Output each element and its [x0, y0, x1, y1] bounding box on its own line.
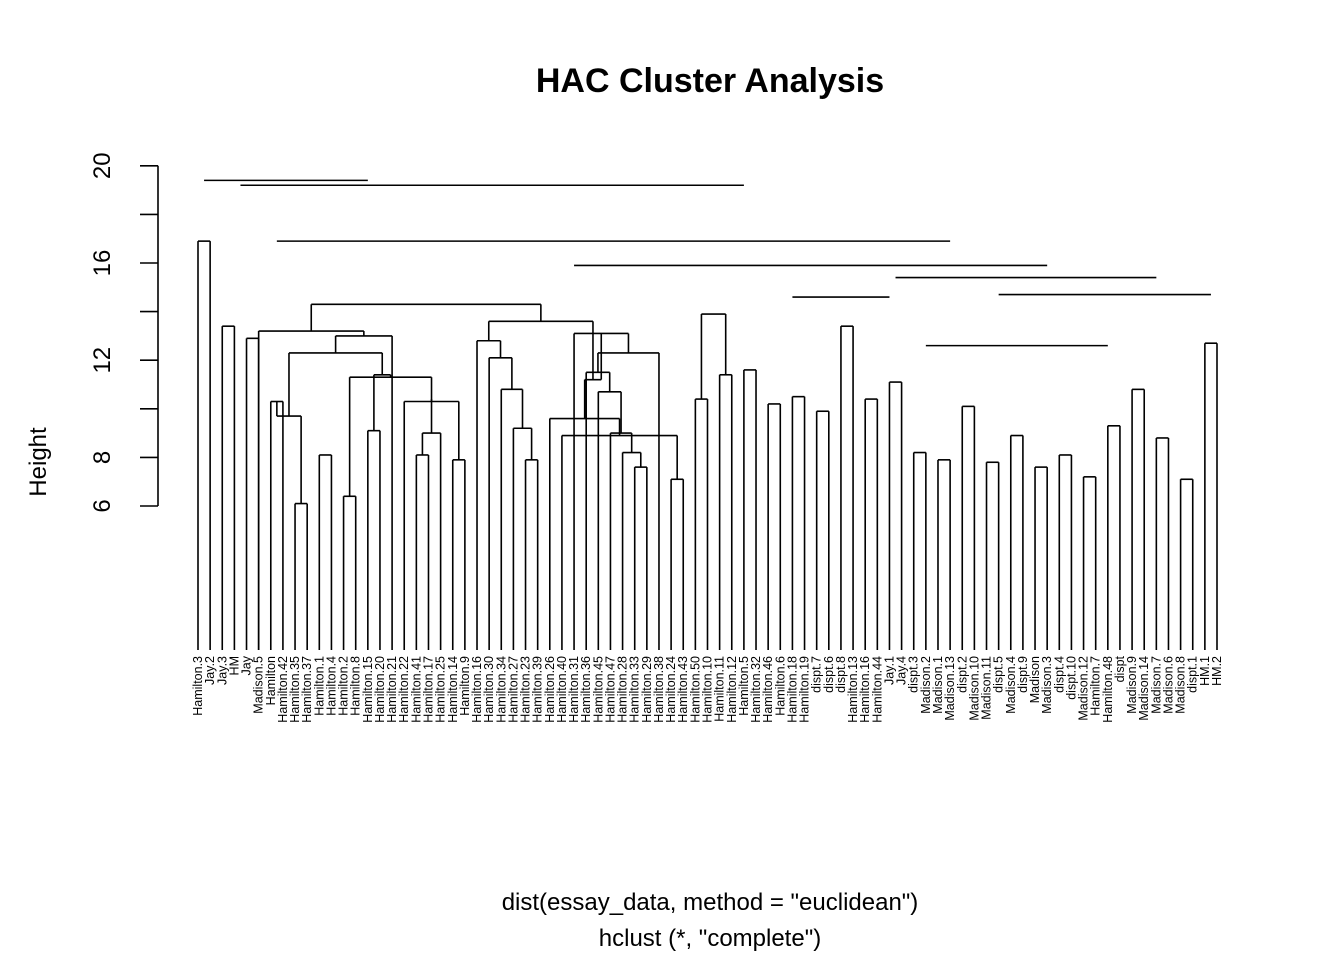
leaf-label: Hamilton.5: [737, 656, 751, 716]
leaf-label: Hamilton.47: [603, 656, 617, 723]
leaf-label: dispt.7: [810, 656, 824, 693]
leaf-label: Madison.9: [1125, 656, 1139, 714]
leaf-label: Hamilton.48: [1101, 656, 1115, 723]
leaf-label: Hamilton.28: [616, 656, 630, 723]
dendrogram-tree: [197, 179, 1218, 650]
leaf-label: Jay.4: [895, 656, 909, 685]
leaf-label: Madison.2: [919, 656, 933, 714]
leaf-label: Hamilton.4: [324, 656, 338, 716]
leaf-label: Madison: [1028, 656, 1042, 703]
leaf-label: Hamilton.11: [713, 656, 727, 722]
leaf-label: Hamilton.26: [543, 656, 557, 723]
y-axis: 6 8 12 16 20: [89, 152, 159, 513]
leaf-label: Madison.12: [1077, 656, 1091, 721]
leaf-label: Hamilton.17: [421, 656, 435, 723]
leaf-label: Hamilton.29: [640, 656, 654, 723]
leaf-label: dispt: [1113, 655, 1127, 682]
leaf-label: Hamilton.50: [688, 656, 702, 723]
leaf-label: Hamilton.39: [531, 656, 545, 723]
leaf-label: Jay: [240, 655, 254, 675]
leaf-label: dispt.5: [992, 656, 1006, 693]
leaf-label: Hamilton.14: [446, 656, 460, 723]
leaf-label: Hamilton.2: [337, 656, 351, 716]
leaf-label: Hamilton.34: [494, 656, 508, 723]
leaf-label: Hamilton.16: [858, 656, 872, 723]
leaf-label: Hamilton.16: [470, 656, 484, 723]
leaf-label: Madison.14: [1137, 656, 1151, 721]
leaf-label: Hamilton.19: [798, 656, 812, 723]
leaf-label: Hamilton.42: [276, 656, 290, 723]
y-tick-label: 12: [89, 347, 116, 374]
leaf-label: Hamilton.21: [385, 656, 399, 723]
leaf-label: Madison.4: [1004, 656, 1018, 714]
leaf-label: Madison.3: [1040, 656, 1054, 714]
leaf-label: Hamilton.12: [725, 656, 739, 723]
leaf-label: Hamilton.43: [676, 656, 690, 723]
leaf-label: Madison.7: [1149, 656, 1163, 714]
leaf-label: Madison.8: [1174, 656, 1188, 714]
leaf-label: HM.2: [1210, 656, 1224, 686]
leaf-label: Hamilton.41: [409, 656, 423, 723]
leaf-label: Madison.13: [943, 656, 957, 721]
leaf-label: HM: [227, 656, 241, 675]
leaf-label: Hamilton.44: [870, 656, 884, 723]
x-axis-label: dist(essay_data, method = "euclidean"): [502, 889, 919, 916]
leaf-label: dispt.9: [1016, 656, 1030, 693]
y-axis-label: Height: [25, 427, 52, 497]
leaf-label: Madison.1: [931, 656, 945, 714]
leaf-label: dispt.3: [907, 656, 921, 693]
leaf-label: Hamilton.45: [591, 656, 605, 723]
leaf-label: Hamilton: [264, 656, 278, 705]
y-tick-label: 6: [89, 499, 116, 512]
leaf-label: Jay.1: [882, 656, 896, 685]
leaf-label: dispt.2: [955, 656, 969, 693]
y-tick-label: 8: [89, 451, 116, 464]
leaf-label: Hamilton.38: [652, 656, 666, 723]
y-tick-label: 20: [89, 152, 116, 179]
leaf-label: Hamilton.32: [749, 656, 763, 723]
leaf-label: dispt.8: [834, 656, 848, 693]
leaf-label: dispt.1: [1186, 656, 1200, 693]
leaf-label: Hamilton.7: [1089, 656, 1103, 716]
leaf-label: Jay.3: [215, 656, 229, 685]
leaf-label: Hamilton.3: [191, 656, 205, 716]
leaf-label: Hamilton.40: [555, 656, 569, 723]
y-tick-label: 16: [89, 250, 116, 277]
chart-title: HAC Cluster Analysis: [536, 62, 884, 100]
leaf-label: dispt.10: [1064, 656, 1078, 700]
leaf-label: Hamilton.8: [349, 656, 363, 716]
leaf-label: Hamilton.18: [785, 656, 799, 723]
leaf-label: Madison.10: [967, 656, 981, 721]
leaf-label: Hamilton.15: [361, 656, 375, 723]
leaf-label: Hamilton.36: [579, 656, 593, 723]
leaf-label: Hamilton.1: [312, 656, 326, 716]
leaf-label: Hamilton.25: [434, 656, 448, 723]
leaf-label: Hamilton.30: [482, 656, 496, 723]
leaf-label: Hamilton.35: [288, 656, 302, 723]
leaf-label: Hamilton.10: [701, 656, 715, 723]
leaf-label: Hamilton.23: [519, 656, 533, 723]
leaf-label: Hamilton.37: [300, 656, 314, 723]
leaf-label: Hamilton.31: [567, 656, 581, 723]
method-subtitle: hclust (*, "complete"): [599, 925, 821, 952]
leaf-label: Hamilton.27: [506, 656, 520, 723]
leaf-label: Hamilton.13: [846, 656, 860, 723]
leaf-label: Hamilton.22: [397, 656, 411, 723]
leaf-label: Hamilton.9: [458, 656, 472, 716]
leaf-label: Jay.2: [203, 656, 217, 685]
leaf-label: Hamilton.46: [761, 656, 775, 723]
leaf-labels: Hamilton.3Jay.2Jay.3HMJayMadison.5Hamilt…: [191, 655, 1224, 722]
leaf-label: dispt.4: [1052, 656, 1066, 693]
leaf-label: Madison.11: [980, 656, 994, 720]
leaf-label: Hamilton.33: [628, 656, 642, 723]
leaf-label: Hamilton.20: [373, 656, 387, 723]
leaf-label: HM.1: [1198, 656, 1212, 686]
leaf-label: Madison.6: [1161, 656, 1175, 714]
leaf-label: Madison.5: [252, 656, 266, 714]
leaf-label: dispt.6: [822, 656, 836, 693]
leaf-label: Hamilton.24: [664, 656, 678, 723]
leaf-label: Hamilton.6: [773, 656, 787, 716]
